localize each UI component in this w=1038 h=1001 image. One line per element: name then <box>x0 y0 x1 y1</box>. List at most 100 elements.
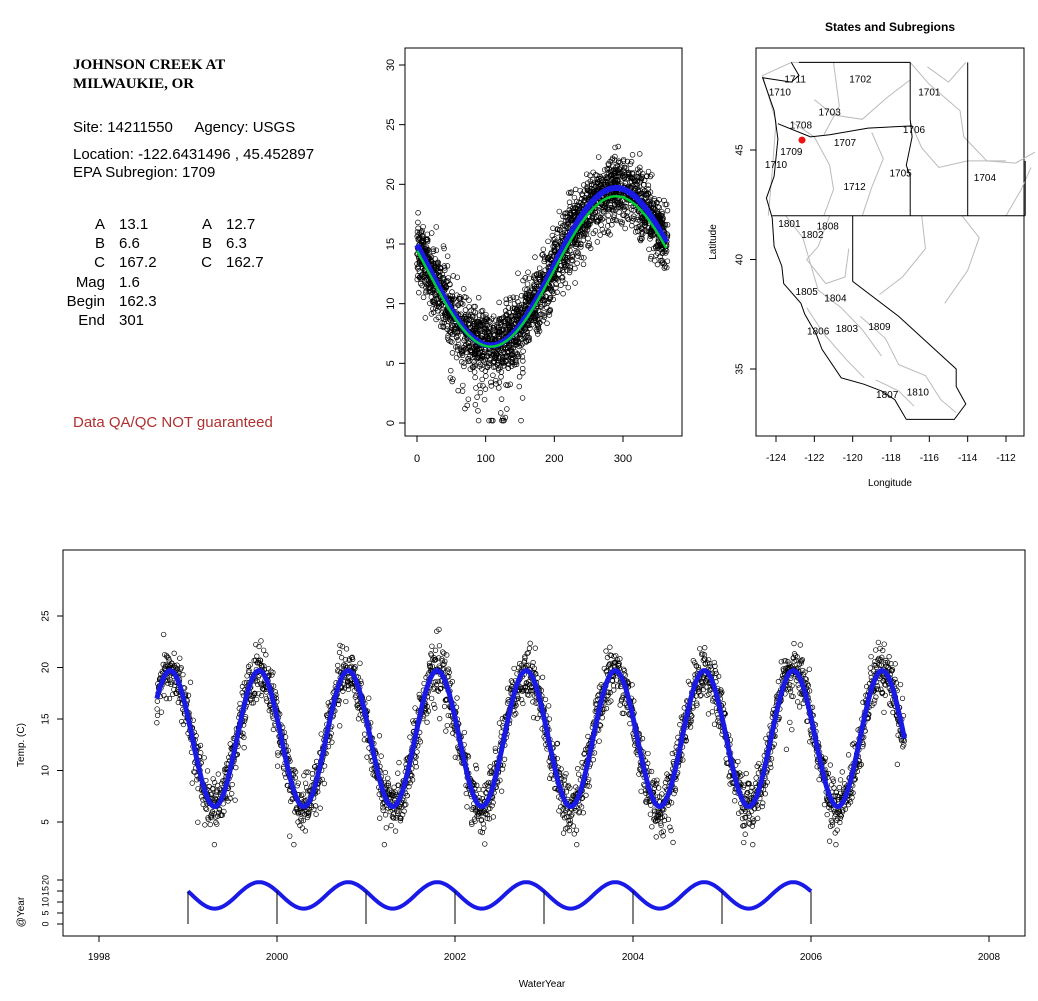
data-point <box>563 771 569 777</box>
data-point <box>419 228 425 234</box>
data-point <box>526 645 533 651</box>
data-point <box>430 309 437 316</box>
data-point <box>629 222 635 229</box>
subregion-label: 1705 <box>889 169 912 180</box>
data-point <box>623 204 630 210</box>
data-point <box>498 788 505 794</box>
data-point <box>382 769 388 776</box>
data-point <box>573 827 580 833</box>
data-point <box>587 221 593 227</box>
data-point <box>565 217 571 223</box>
fit-curve <box>414 184 669 349</box>
data-point <box>263 652 269 658</box>
data-point <box>639 217 646 224</box>
data-point <box>233 764 239 771</box>
data-point <box>540 246 547 253</box>
data-point <box>571 194 578 201</box>
y2-tick-label: 15 <box>40 886 50 896</box>
data-point <box>195 819 201 825</box>
data-point <box>211 779 218 786</box>
data-point <box>357 660 363 666</box>
data-point <box>520 370 526 376</box>
param-label: C <box>94 254 105 272</box>
data-point <box>409 777 416 783</box>
data-point <box>566 199 573 206</box>
data-point <box>440 323 446 329</box>
data-point <box>254 653 260 659</box>
data-point <box>572 280 578 286</box>
data-point <box>449 350 456 356</box>
data-point <box>634 166 641 173</box>
data-point <box>595 219 601 225</box>
y-tick-label: 15 <box>385 238 397 250</box>
data-point <box>477 382 483 389</box>
data-point <box>604 167 611 173</box>
subregion-label: 1704 <box>974 173 997 184</box>
data-point <box>489 336 496 342</box>
data-point <box>498 396 505 402</box>
data-point <box>434 308 441 314</box>
data-point <box>623 213 630 219</box>
data-point <box>449 331 456 338</box>
param-value: 6.3 <box>226 235 247 253</box>
data-point <box>473 385 479 391</box>
data-point <box>415 210 421 216</box>
data-point <box>615 159 622 166</box>
data-point <box>526 334 532 341</box>
data-point <box>662 201 669 208</box>
data-point <box>551 249 558 255</box>
data-point <box>586 240 592 247</box>
data-point <box>496 316 503 322</box>
data-point <box>648 253 655 260</box>
data-point <box>496 379 503 386</box>
data-point <box>510 294 517 301</box>
data-point <box>321 763 328 769</box>
param-label: C <box>201 254 212 272</box>
data-point <box>154 698 160 704</box>
data-point <box>190 717 196 723</box>
data-point <box>506 320 513 327</box>
data-point <box>479 362 486 368</box>
data-point <box>471 369 478 375</box>
fit-curve <box>415 195 668 348</box>
data-point <box>438 302 444 308</box>
param-value: 162.7 <box>226 254 264 272</box>
data-point <box>519 365 526 372</box>
ts-y2label: @Year <box>16 896 27 927</box>
data-point <box>503 300 510 307</box>
data-point <box>474 354 480 360</box>
y2-tick-label: 0 <box>40 921 50 926</box>
data-point <box>275 752 281 758</box>
data-point <box>604 177 610 183</box>
subregion-label: 1712 <box>843 182 866 193</box>
data-point <box>443 283 449 290</box>
data-point <box>475 417 482 424</box>
data-point <box>412 759 419 766</box>
data-point <box>520 358 526 364</box>
data-point <box>552 241 558 247</box>
data-point <box>385 775 391 781</box>
subregion-boundary <box>859 316 957 414</box>
data-point <box>521 327 527 334</box>
data-point <box>575 250 581 256</box>
data-point <box>578 254 585 261</box>
data-point <box>382 812 389 818</box>
state-outlines <box>761 61 1026 420</box>
data-point <box>640 217 647 223</box>
data-point <box>227 795 233 802</box>
data-point <box>446 337 452 344</box>
plot-frame <box>404 47 683 437</box>
data-point <box>180 671 186 678</box>
y-tick-label: 45 <box>735 144 746 156</box>
data-point <box>632 229 639 235</box>
data-point <box>423 289 429 296</box>
data-point <box>656 204 662 211</box>
data-point <box>539 301 545 308</box>
data-point <box>444 722 450 729</box>
data-point <box>247 662 253 668</box>
data-point <box>546 312 553 318</box>
data-point <box>471 322 477 329</box>
data-point <box>486 357 493 363</box>
data-point <box>580 261 587 268</box>
data-point <box>490 814 496 820</box>
